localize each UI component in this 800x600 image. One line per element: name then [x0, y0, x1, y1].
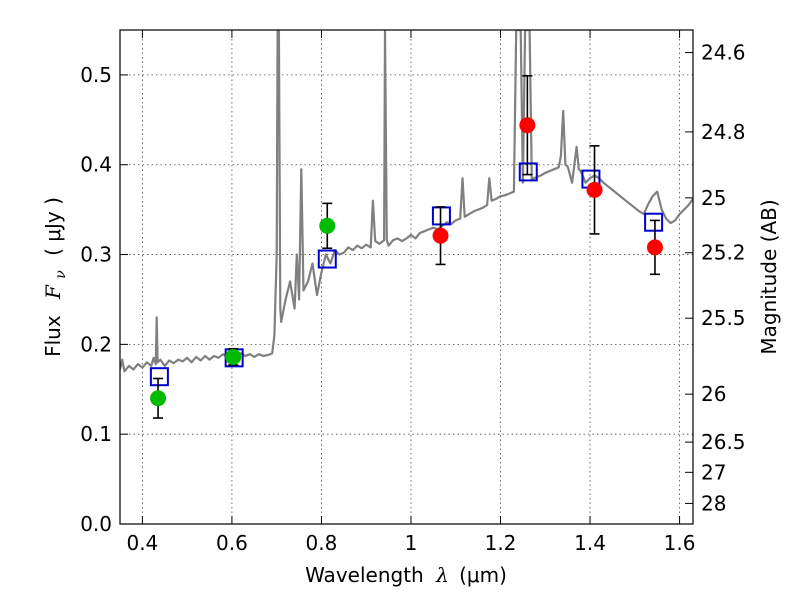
y-tick-label: 0.1 — [80, 422, 112, 446]
y2-tick-label: 26 — [701, 382, 726, 406]
x-tick-label: 0.8 — [306, 531, 338, 555]
model-photometry-square — [518, 162, 538, 182]
observed-point-green — [225, 348, 242, 365]
y-tick-label: 0.4 — [80, 153, 112, 177]
model-spectrum-line — [120, 30, 693, 373]
observed-point-red — [646, 239, 663, 256]
observed-point-green — [319, 217, 336, 234]
model-photometry-square — [317, 249, 337, 269]
x-axis-title: Wavelength λ (μm) — [305, 563, 507, 587]
observed-point-red — [586, 181, 603, 198]
y-axis-title: Flux F ν ( μJy ) — [41, 197, 70, 357]
axes: 0.4 0.6 0.8 1 1.2 1.4 1.6 0.0 0.1 0.2 0.3 0.4 0.5 24.… — [80, 30, 746, 555]
plot-frame — [119, 29, 694, 525]
grid-lines — [120, 30, 693, 525]
y2-tick-label: 24.6 — [701, 41, 746, 65]
x-tick-label: 1.6 — [664, 531, 696, 555]
y-tick-label: 0.3 — [80, 243, 112, 267]
x-tick-label: 1 — [405, 531, 418, 555]
x-tick-label: 1.4 — [574, 531, 606, 555]
observed-point-red — [519, 117, 536, 134]
y-tick-label: 0.5 — [80, 63, 112, 87]
y2-tick-label: 27 — [701, 460, 726, 484]
x-tick-label: 0.4 — [126, 531, 158, 555]
y2-tick-label: 24.8 — [701, 120, 746, 144]
y2-tick-label: 26.5 — [701, 430, 746, 454]
model-photometry-square — [644, 212, 664, 232]
observed-point-green — [150, 390, 167, 407]
y2-tick-label: 25.5 — [701, 306, 746, 330]
y2-axis-title: Magnitude (AB) — [757, 199, 781, 354]
x-tick-label: 0.6 — [216, 531, 248, 555]
y-tick-label: 0.0 — [80, 512, 112, 536]
plot-area — [120, 30, 693, 419]
x-tick-label: 1.2 — [485, 531, 517, 555]
y2-tick-label: 25 — [701, 186, 726, 210]
y-tick-label: 0.2 — [80, 332, 112, 356]
model-photometry-square — [149, 367, 169, 387]
y2-tick-label: 25.2 — [701, 241, 746, 265]
observed-point-red — [432, 227, 449, 244]
y2-tick-label: 28 — [701, 491, 726, 515]
